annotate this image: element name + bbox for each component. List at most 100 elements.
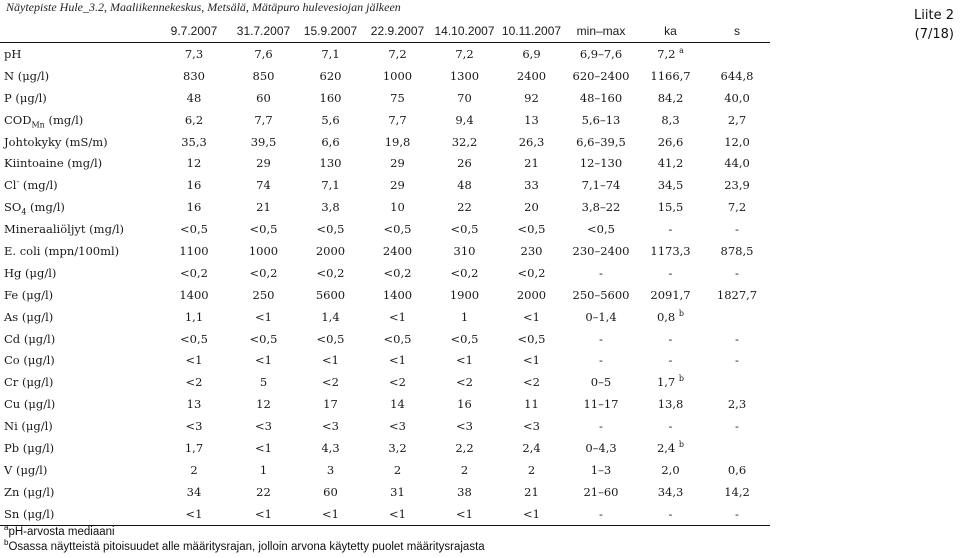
footnote-marker: a [679,46,684,56]
parameter-name: As [4,309,19,324]
mean-value: 2,0 [661,462,680,477]
std-cell: 1827,7 [716,287,758,302]
parameter-cell: Fe (μg/l) [0,284,158,306]
mean-cell: 26,6 [637,131,704,153]
value-cell: <2 [389,375,406,390]
value-cell: 1100 [179,243,209,258]
value-cell: <0,5 [316,222,345,237]
parameter-superscript: - [16,177,20,187]
table-row: Cr (μg/l) <2 5 <2 <2 <2 <2 0–5 1,7 b [0,371,770,393]
value-cell: <1 [255,309,272,324]
value-cell: 3,8 [321,200,340,215]
value-cell: 4,3 [321,440,340,455]
parameter-unit: (μg/l) [19,506,55,521]
value-cell: <0,5 [450,331,479,346]
mean-cell: 1,7 b [637,371,704,393]
parameter-unit: (mg/l) [26,200,65,215]
range-cell: 21–60 [583,484,619,499]
mean-value: 34,5 [657,178,684,193]
parameter-name: Sn [4,506,20,521]
mean-cell: 13,8 [637,393,704,415]
value-cell: 6,2 [184,112,204,127]
attachment-name: Liite 2 [914,8,954,23]
table-row: Kiintoaine (mg/l) 12 29 130 29 26 21 12–130 41,2… [0,152,770,174]
parameter-name: Cu [4,397,21,412]
table-row: V (μg/l) 2 1 3 2 2 2 1–3 2,0 0,6 [0,459,770,481]
value-cell: 1400 [382,287,413,302]
value-cell: <1 [230,502,297,526]
parameter-name: E. coli [4,243,41,258]
mean-value: - [668,506,673,521]
range-cell: 12–130 [579,156,623,171]
mean-cell: 2091,7 [637,284,704,306]
std-cell: 2,7 [727,112,747,127]
parameter-name: Pb [4,440,20,455]
value-cell: 2,2 [455,440,474,455]
table-row: Pb (μg/l) 1,7 <1 4,3 3,2 2,2 2,4 0–4,3 2,4 b [0,437,770,459]
mean-value: 34,3 [657,484,684,499]
parameter-unit: (mpn/100ml) [40,243,120,258]
results-table-container: 9.7.2007 31.7.2007 15.9.2007 22.9.2007 14.10… [0,20,770,526]
mean-value: 2,4 [656,440,676,455]
mean-cell: 8,3 [637,109,704,131]
value-cell: 160 [319,90,342,105]
parameter-unit: (μg/l) [18,375,54,390]
value-cell: <0,2 [450,265,479,280]
value-cell: <0,5 [383,222,412,237]
value-cell: 48 [457,178,472,193]
parameter-cell: Ni (μg/l) [0,415,158,437]
header-row: 9.7.2007 31.7.2007 15.9.2007 22.9.2007 14.10… [0,20,770,43]
parameter-unit: (μg/l) [18,287,54,302]
parameter-unit: (μg/l) [19,353,55,368]
attachment-page: (7/18) [914,27,954,42]
value-cell: 12 [186,156,202,171]
parameter-cell: Sn (μg/l) [0,502,158,526]
footnote-mark: b [4,538,9,548]
value-cell: <0,5 [316,331,345,346]
footnote-marker: b [678,440,685,450]
value-cell: <0,5 [383,331,412,346]
value-cell: 17 [323,397,338,412]
value-cell: 2400 [382,243,413,258]
value-cell: 21 [524,484,539,499]
value-cell: 7,3 [184,46,204,61]
std-cell: 14,2 [724,484,750,499]
table-row: Mineraaliöljyt (mg/l) <0,5 <0,5 <0,5 <0,5 <0,… [0,218,770,240]
mean-value: - [668,419,673,434]
mean-cell: - [637,349,704,371]
parameter-cell: P (μg/l) [0,87,158,109]
table-row: pH 7,3 7,6 7,1 7,2 7,2 6,9 6,9–7,6 7,2 a [0,43,770,65]
parameter-name: SO [4,200,22,215]
parameter-unit: (μg/l) [19,484,55,499]
value-cell: <0,2 [316,265,345,280]
value-cell: 5,6 [321,112,340,127]
value-cell: <1 [158,502,230,526]
parameter-unit: (μg/l) [20,397,56,412]
range-cell: 6,6–39,5 [576,134,626,149]
parameter-name: Cl [4,178,17,193]
table-row: Cd (μg/l) <0,5 <0,5 <0,5 <0,5 <0,5 <0,5 - - - [0,328,770,350]
footnotes: apH-arvosta mediaani bOsassa näytteistä p… [4,524,485,555]
range-cell: 3,8–22 [581,200,621,215]
mean-cell: 34,5 [637,174,704,196]
range-cell: <0,5 [587,222,615,237]
range-cell: - [599,353,603,368]
table-caption: Näytepiste Hule_3.2, Maaliikennekeskus, … [6,0,401,14]
mean-cell: 1173,3 [637,240,704,262]
value-cell: 16 [186,200,202,215]
range-cell: 620–2400 [572,68,630,83]
parameter-cell: As (μg/l) [0,306,158,328]
parameter-unit: (mg/l) [19,178,58,193]
value-cell: <3 [456,419,473,434]
std-cell: 644,8 [720,68,754,83]
value-cell: 92 [524,90,539,105]
value-cell: <2 [523,375,540,390]
parameter-name: Kiintoaine [4,156,64,171]
range-cell: - [599,331,603,346]
parameter-name: Hg [4,265,22,280]
header-cell: 22.9.2007 [364,20,431,43]
mean-value: - [668,353,673,368]
header-cell: 15.9.2007 [297,20,364,43]
mean-value: - [668,331,673,346]
value-cell: <0,5 [517,222,546,237]
